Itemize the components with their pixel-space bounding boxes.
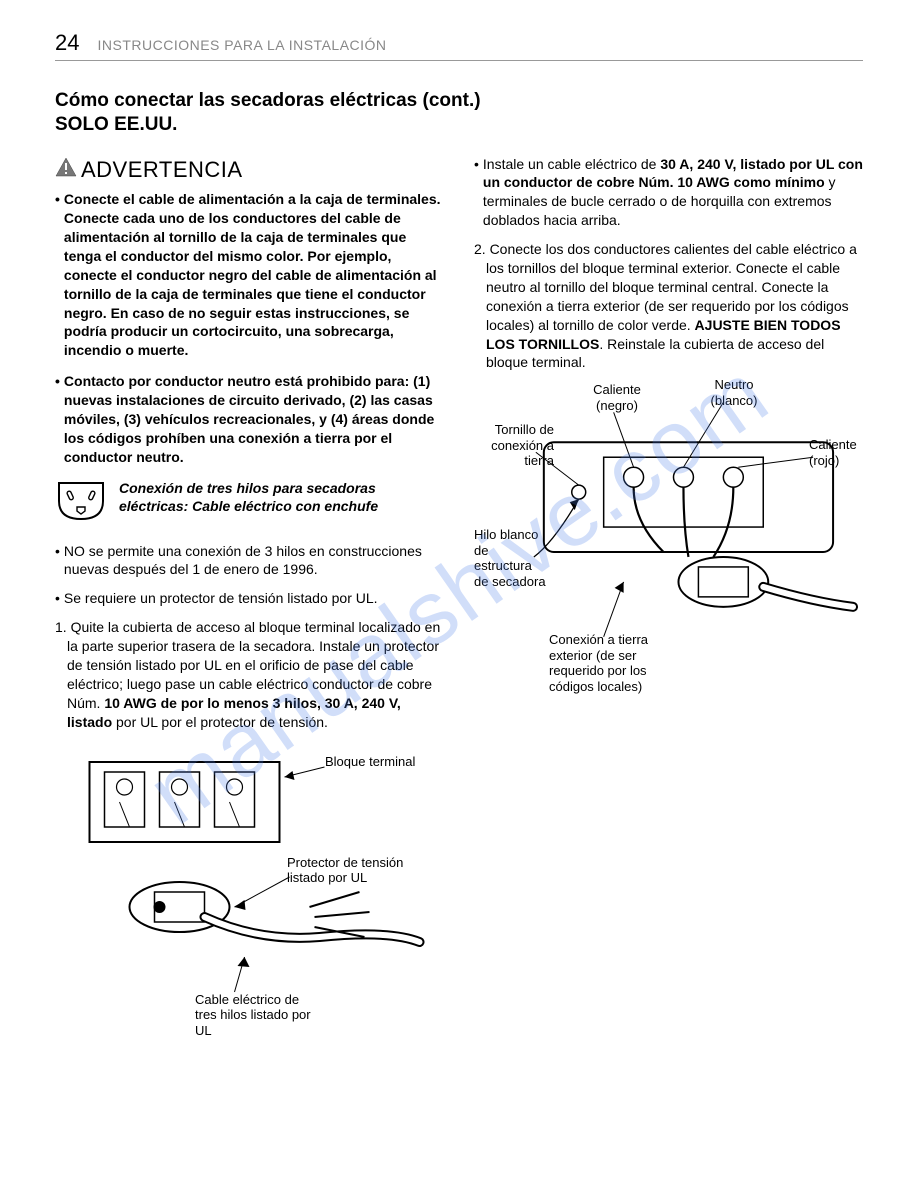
note-bullet-3: • NO se permite una conexión de 3 hilos … — [55, 542, 444, 580]
fig2-label-hot-black: Caliente (negro) — [582, 382, 652, 413]
warning-bullet-1-text: Conecte el cable de alimentación a la ca… — [64, 190, 444, 360]
fig1-label-protector: Protector de tensión listado por UL — [287, 855, 427, 886]
figure-2: Caliente (negro) Neutro (blanco) Tornill… — [474, 382, 863, 712]
left-column: ADVERTENCIA • Conecte el cable de alimen… — [55, 155, 444, 1042]
note-bullet-4-text: Se requiere un protector de tensión list… — [64, 589, 378, 608]
section-label: INSTRUCCIONES PARA LA INSTALACIÓN — [97, 37, 386, 53]
warning-text: ADVERTENCIA — [81, 155, 243, 185]
fig1-label-cable: Cable eléctrico de tres hilos listado po… — [195, 992, 315, 1039]
step-2: 2. Conecte los dos conductores calientes… — [474, 240, 863, 372]
outlet-icon — [55, 479, 107, 526]
outlet-caption-row: Conexión de tres hilos para secadoras el… — [55, 479, 444, 526]
fig2-label-ext-ground: Conexión a tierra exterior (de ser reque… — [549, 632, 689, 694]
warning-bullet-2: • Contacto por conductor neutro está pro… — [55, 372, 444, 466]
figure-1: Bloque terminal Protector de tensión lis… — [55, 742, 444, 1042]
right-column: • Instale un cable eléctrico de 30 A, 24… — [474, 155, 863, 1042]
content-columns: ADVERTENCIA • Conecte el cable de alimen… — [55, 155, 863, 1042]
step-1: 1. Quite la cubierta de acceso al bloque… — [55, 618, 444, 731]
note-bullet-3-text: NO se permite una conexión de 3 hilos en… — [64, 542, 444, 580]
page-title: Cómo conectar las secadoras eléctricas (… — [55, 89, 863, 137]
fig2-label-ground-screw: Tornillo de conexión a tierra — [474, 422, 554, 469]
warning-triangle-icon — [55, 157, 77, 182]
title-line-2: SOLO EE.UU. — [55, 113, 863, 137]
warning-bullet-2-text: Contacto por conductor neutro está prohi… — [64, 372, 444, 466]
right-bullet-1-text: Instale un cable eléctrico de 30 A, 240 … — [483, 155, 863, 231]
fig2-label-white-wire: Hilo blanco de estructura de secadora — [474, 527, 549, 589]
note-bullet-4: • Se requiere un protector de tensión li… — [55, 589, 444, 608]
page-header: 24 INSTRUCCIONES PARA LA INSTALACIÓN — [55, 30, 863, 61]
fig1-label-terminal: Bloque terminal — [325, 754, 415, 770]
bullet-dot-icon: • — [55, 589, 60, 608]
fig2-label-hot-red: Caliente (rojo) — [809, 437, 869, 468]
bullet-dot-icon: • — [55, 372, 60, 466]
outlet-caption: Conexión de tres hilos para secadoras el… — [119, 479, 444, 515]
bullet-dot-icon: • — [474, 155, 479, 231]
title-line-1: Cómo conectar las secadoras eléctricas (… — [55, 89, 863, 113]
page-number: 24 — [55, 30, 79, 56]
warning-heading: ADVERTENCIA — [55, 155, 444, 185]
right-bullet-1-pre: Instale un cable eléctrico de — [483, 156, 660, 172]
fig2-label-neutral: Neutro (blanco) — [699, 377, 769, 408]
right-bullet-1: • Instale un cable eléctrico de 30 A, 24… — [474, 155, 863, 231]
step-1-post: por UL por el protector de tensión. — [112, 714, 328, 730]
bullet-dot-icon: • — [55, 542, 60, 580]
bullet-dot-icon: • — [55, 190, 60, 360]
warning-bullet-1: • Conecte el cable de alimentación a la … — [55, 190, 444, 360]
